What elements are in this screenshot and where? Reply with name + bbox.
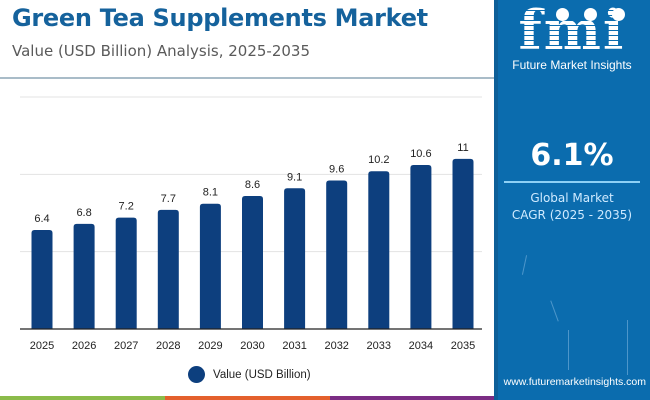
bar-2029 bbox=[199, 203, 221, 329]
data-label-2030: 8.6 bbox=[245, 179, 260, 191]
panel-texture bbox=[568, 330, 569, 370]
data-label-2025: 6.4 bbox=[34, 213, 49, 225]
cagr-label: Global Market CAGR (2025 - 2035) bbox=[494, 190, 650, 224]
x-tick-labels: 2025 2026 2027 2028 2029 2030 2031 2032 2033 2034… bbox=[30, 340, 475, 352]
chart-subtitle: Value (USD Billion) Analysis, 2025-2035 bbox=[12, 42, 310, 60]
footer-strip-orange bbox=[165, 396, 330, 400]
x-tick-2027: 2027 bbox=[114, 340, 138, 352]
x-tick-2031: 2031 bbox=[282, 340, 306, 352]
fmi-logo: fmi Future Market Insights bbox=[494, 3, 650, 72]
side-panel: fmi Future Market Insights 6.1% Global M… bbox=[494, 0, 650, 400]
x-tick-2034: 2034 bbox=[409, 340, 433, 352]
x-tick-2030: 2030 bbox=[240, 340, 264, 352]
bar-2032 bbox=[326, 180, 348, 329]
data-label-2031: 9.1 bbox=[287, 171, 302, 183]
bar-2025 bbox=[31, 230, 53, 329]
cagr-label-line2: CAGR (2025 - 2035) bbox=[511, 208, 633, 222]
cagr-value: 6.1% bbox=[530, 138, 614, 173]
bar-2030 bbox=[242, 195, 263, 329]
data-label-2028: 7.7 bbox=[161, 193, 176, 205]
legend-label: Value (USD Billion) bbox=[213, 368, 311, 381]
data-label-2026: 6.8 bbox=[76, 207, 91, 219]
bar-2031 bbox=[284, 188, 306, 329]
data-label-2032: 9.6 bbox=[329, 164, 344, 176]
bar-2026 bbox=[73, 223, 95, 329]
legend-swatch bbox=[188, 366, 205, 383]
data-label-2033: 10.2 bbox=[368, 154, 389, 166]
bars bbox=[31, 158, 474, 329]
bar-2033 bbox=[368, 171, 390, 329]
x-tick-2029: 2029 bbox=[198, 340, 222, 352]
x-tick-2026: 2026 bbox=[72, 340, 96, 352]
data-label-2029: 8.1 bbox=[203, 187, 218, 199]
x-tick-2033: 2033 bbox=[367, 340, 391, 352]
data-label-2027: 7.2 bbox=[119, 201, 134, 213]
logo-letters: fmi bbox=[494, 3, 650, 57]
bar-2028 bbox=[157, 209, 179, 329]
logo-company-name: Future Market Insights bbox=[512, 58, 632, 72]
data-label-2034: 10.6 bbox=[410, 148, 431, 160]
data-labels: 6.4 6.8 7.2 7.7 8.1 8.6 9.1 9.6 10.2 10.6 11 bbox=[34, 142, 468, 225]
x-tick-2035: 2035 bbox=[451, 340, 475, 352]
x-tick-2028: 2028 bbox=[156, 340, 180, 352]
globe-americas-icon bbox=[556, 8, 569, 21]
x-tick-2025: 2025 bbox=[30, 340, 54, 352]
panel-texture bbox=[521, 255, 528, 275]
footer-strip-purple bbox=[330, 396, 494, 400]
panel-edge bbox=[494, 0, 498, 400]
header-divider bbox=[0, 77, 494, 79]
bar-2035 bbox=[452, 158, 474, 329]
globe-europe-icon bbox=[584, 8, 597, 21]
bar-chart: 6.46.87.27.78.18.69.19.610.210.611 2025 2… bbox=[20, 96, 482, 352]
chart-title: Green Tea Supplements Market bbox=[12, 4, 428, 32]
logo-globe-icons bbox=[556, 8, 646, 24]
data-label-2035: 11 bbox=[457, 142, 468, 154]
cagr-label-line1: Global Market bbox=[530, 191, 614, 205]
globe-asia-icon bbox=[612, 8, 625, 21]
bar-2027 bbox=[115, 217, 137, 329]
legend: Value (USD Billion) bbox=[188, 366, 311, 383]
panel-texture bbox=[550, 300, 559, 322]
footer-strip-green bbox=[0, 396, 165, 400]
panel-texture bbox=[627, 320, 628, 375]
x-tick-2032: 2032 bbox=[324, 340, 348, 352]
bar-2034 bbox=[410, 165, 432, 329]
website-link[interactable]: www.futuremarketinsights.com bbox=[503, 376, 646, 388]
cagr-divider bbox=[504, 181, 640, 183]
